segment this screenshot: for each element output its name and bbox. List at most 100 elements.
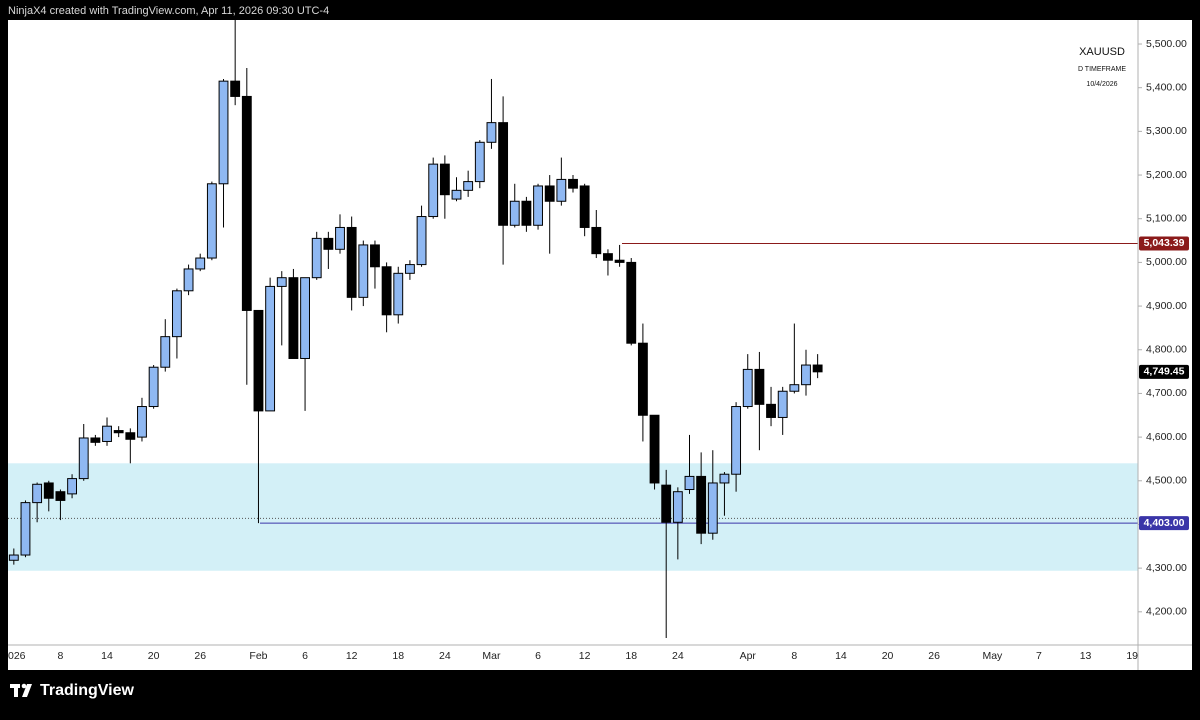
price-label: 4,403.00 xyxy=(1144,517,1185,529)
candle-body xyxy=(335,226,345,250)
candle-body xyxy=(428,163,439,218)
candle-body xyxy=(463,181,474,191)
candle-body xyxy=(241,95,252,311)
candle-body xyxy=(591,226,602,255)
candle-body xyxy=(486,122,497,143)
y-tick-label: 4,800.00 xyxy=(1146,344,1187,356)
x-tick-label: Mar xyxy=(482,650,501,662)
candle-body xyxy=(731,406,742,475)
candle-body xyxy=(113,430,124,434)
price-label: 4,749.45 xyxy=(1144,366,1185,378)
x-tick-label: 6 xyxy=(535,650,541,662)
x-tick-label: 13 xyxy=(1080,650,1092,662)
candle-body xyxy=(451,189,462,200)
x-tick-label: 8 xyxy=(791,650,797,662)
x-tick-label: 7 xyxy=(1036,650,1042,662)
candle-body xyxy=(801,364,811,386)
candle-body xyxy=(637,342,648,416)
x-tick-label: 24 xyxy=(672,650,684,662)
x-tick-label: 26 xyxy=(194,650,206,662)
candle-body xyxy=(754,368,765,405)
candle-body xyxy=(556,178,567,202)
candle-body xyxy=(370,244,380,268)
logo-shape xyxy=(22,684,32,697)
candle-body xyxy=(67,478,77,495)
x-tick-label: 8 xyxy=(58,650,64,662)
candle-body xyxy=(288,277,299,359)
candle-body xyxy=(276,277,287,287)
candle-body xyxy=(230,80,241,97)
x-tick-label: 24 xyxy=(439,650,451,662)
timeframe: D TIMEFRAME xyxy=(1078,66,1126,73)
candle-body xyxy=(253,309,264,412)
candle-body xyxy=(812,364,823,373)
candle-body xyxy=(346,226,357,298)
x-tick-label: May xyxy=(982,650,1003,662)
x-tick-label: 19 xyxy=(1126,650,1138,662)
candle-body xyxy=(323,237,334,250)
y-tick-label: 4,300.00 xyxy=(1146,562,1187,574)
brand: TradingView xyxy=(40,682,135,699)
logo-shape xyxy=(21,683,27,689)
candle-body xyxy=(544,185,555,202)
candle-body xyxy=(404,264,415,274)
y-tick-label: 5,000.00 xyxy=(1146,256,1187,268)
y-tick-label: 4,600.00 xyxy=(1146,431,1187,443)
y-tick-label: 5,300.00 xyxy=(1146,125,1187,137)
candle-body xyxy=(393,272,404,316)
y-tick-label: 5,400.00 xyxy=(1146,81,1187,93)
candle-body xyxy=(171,290,182,338)
plot-area xyxy=(8,20,1138,639)
candle-body xyxy=(137,406,147,438)
y-tick-label: 4,200.00 xyxy=(1146,606,1187,618)
candle-body xyxy=(183,268,194,292)
y-tick-label: 4,900.00 xyxy=(1146,300,1187,312)
x-tick-label: 12 xyxy=(346,650,358,662)
candle-body xyxy=(579,185,590,228)
candle-body xyxy=(32,483,43,504)
candle-body xyxy=(439,163,450,196)
y-tick-label: 5,500.00 xyxy=(1146,38,1187,50)
chart-panel xyxy=(8,20,1192,670)
x-tick-label: 26 xyxy=(928,650,940,662)
candle-body xyxy=(568,178,578,189)
candle-body xyxy=(626,261,637,344)
candle-body xyxy=(416,216,427,266)
candle-body xyxy=(509,200,520,226)
candle-body xyxy=(707,482,718,534)
candle-body xyxy=(20,502,31,556)
x-tick-label: 6 xyxy=(302,650,308,662)
candle-body xyxy=(661,484,672,523)
logo: TradingView xyxy=(10,682,135,699)
candle-body xyxy=(719,473,730,484)
candle-body xyxy=(102,425,112,442)
candle-body xyxy=(614,259,625,263)
header-text: NinjaX4 created with TradingView.com, Ap… xyxy=(8,5,329,17)
y-tick-label: 5,100.00 xyxy=(1146,213,1187,225)
candle-body xyxy=(265,285,276,412)
y-tick-label: 4,500.00 xyxy=(1146,475,1187,487)
candle-body xyxy=(125,432,136,440)
candle-body xyxy=(684,475,695,491)
candle-body xyxy=(696,475,707,534)
x-tick-label: 20 xyxy=(148,650,160,662)
candle-body xyxy=(218,80,229,185)
candle-body xyxy=(160,336,171,368)
candle-body xyxy=(206,183,217,259)
x-axis: 2026 8 14 20 26 Feb 6 12 18 24 Mar 6 12 18 24 Apr 8 14 20 2… xyxy=(2,650,1138,662)
candle-body xyxy=(148,366,159,408)
logo-shape xyxy=(14,684,18,697)
price-label-box xyxy=(1139,364,1189,379)
candle-body xyxy=(474,141,485,183)
y-axis: 4,200.004,300.004,400.004,500.004,600.00… xyxy=(1138,38,1189,618)
candle-body xyxy=(311,237,322,279)
candle-body xyxy=(777,390,788,418)
x-tick-label: Feb xyxy=(249,650,267,662)
price-label-box xyxy=(1139,236,1189,251)
candle-body xyxy=(521,200,532,226)
x-tick-label: 2026 xyxy=(2,650,26,662)
candle-body xyxy=(533,185,543,226)
x-tick-label: 20 xyxy=(882,650,894,662)
